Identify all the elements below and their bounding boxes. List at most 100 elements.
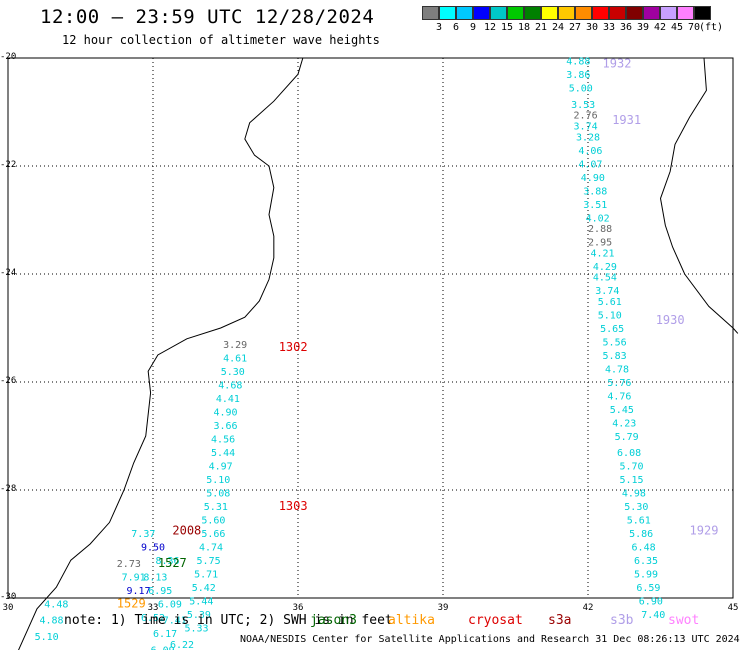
wave-height-label: 6.22 [170, 640, 194, 650]
legend-swatch [507, 6, 524, 20]
wave-height-label: 4.68 [218, 381, 242, 392]
wave-height-label: 4.90 [213, 408, 237, 419]
legend-label: 42 [653, 22, 667, 33]
legend-swatch [643, 6, 660, 20]
legend-swatch [490, 6, 507, 20]
legend-swatch [626, 6, 643, 20]
wave-height-label: 4.06 [578, 146, 602, 157]
legend-label: 30 [585, 22, 599, 33]
wave-height-label: 5.83 [603, 351, 627, 362]
wave-height-label: 8.36 [155, 556, 179, 567]
wave-height-label: 7.40 [641, 610, 665, 621]
wave-height-label: 5.33 [184, 624, 208, 635]
wave-height-label: 5.61 [598, 297, 622, 308]
legend-label: 9 [469, 22, 477, 33]
wave-height-label: 5.39 [187, 610, 211, 621]
coastline-madagascar [659, 57, 739, 334]
legend-swatch [575, 6, 592, 20]
wave-height-label: 4.78 [605, 365, 629, 376]
wave-height-label: 6.35 [634, 556, 658, 567]
wave-height-label: 7.41 [163, 616, 187, 627]
wave-height-label: 5.61 [627, 516, 651, 527]
wave-height-label: 5.44 [189, 597, 213, 608]
lon-tick-label: 30 [2, 603, 14, 613]
pass-time-label: 1931 [612, 113, 641, 127]
wave-height-label: 3.51 [583, 200, 607, 211]
legend-label: 18 [517, 22, 531, 33]
wave-height-label: 3.28 [576, 132, 600, 143]
wave-height-label: 5.30 [221, 367, 245, 378]
pass-time-label: 1303 [279, 499, 308, 513]
legend-swatch [473, 6, 490, 20]
pass-time-label: 1930 [656, 313, 685, 327]
legend-label: 33 [602, 22, 616, 33]
map-subtitle: 12 hour collection of altimeter wave hei… [62, 33, 380, 47]
wave-height-label: 5.45 [610, 405, 634, 416]
pass-time-label: 2008 [172, 524, 201, 538]
wave-height-label: 4.02 [586, 213, 610, 224]
wave-height-label: 5.00 [569, 84, 593, 95]
lon-tick-label: 33 [147, 603, 159, 613]
wave-height-label: 3.74 [574, 122, 598, 133]
legend-swatch [558, 6, 575, 20]
wave-height-label: 6.08 [617, 448, 641, 459]
wave-height-label: 5.42 [192, 583, 216, 594]
wave-height-label: 3.74 [595, 286, 619, 297]
pass-time-label: 1527 [158, 556, 187, 570]
wave-height-label: 4.88 [566, 57, 590, 68]
legend-swatch [609, 6, 626, 20]
wave-height-label: 6.95 [148, 586, 172, 597]
wave-height-label: 3.53 [571, 100, 595, 111]
wave-height-label: 4.76 [607, 392, 631, 403]
legend-label: (ft) [698, 22, 724, 33]
lat-tick-label: -30 [0, 592, 17, 602]
legend-label: 12 [483, 22, 497, 33]
legend-label: 24 [551, 22, 565, 33]
legend-swatch [456, 6, 473, 20]
wave-height-label: 5.44 [211, 448, 235, 459]
lon-tick-label: 42 [582, 603, 594, 613]
lat-tick-label: -26 [0, 376, 17, 386]
wave-height-label: 4.54 [593, 273, 617, 284]
legend-label: 21 [534, 22, 548, 33]
legend-swatch [541, 6, 558, 20]
wave-height-label: 4.61 [223, 354, 247, 365]
pass-time-label: 1929 [690, 524, 719, 538]
wave-height-label: 5.08 [206, 489, 230, 500]
wave-height-label: 5.99 [634, 570, 658, 581]
wave-height-label: 5.66 [201, 529, 225, 540]
lat-tick-label: -28 [0, 484, 17, 494]
wave-height-label: 4.23 [612, 419, 636, 430]
wave-height-label: 4.98 [622, 489, 646, 500]
wave-height-label: 5.75 [197, 556, 221, 567]
legend-swatch [524, 6, 541, 20]
wave-height-label: 4.21 [590, 248, 614, 259]
wave-height-label: 7.37 [131, 529, 155, 540]
footer-credit: NOAA/NESDIS Center for Satellite Applica… [240, 634, 740, 645]
wave-height-label: 5.56 [603, 338, 627, 349]
legend-swatch [439, 6, 456, 20]
satellite-name: s3a [548, 613, 572, 628]
legend-colorbar [422, 6, 711, 20]
wave-height-label: 3.66 [213, 421, 237, 432]
wave-height-label: 3.86 [566, 70, 590, 81]
wave-height-label: 3.29 [223, 340, 247, 351]
wave-height-label: 9.17 [126, 586, 150, 597]
wave-height-label: 5.30 [624, 502, 648, 513]
wave-height-label: 4.41 [216, 394, 240, 405]
legend-label: 3 [435, 22, 443, 33]
legend-swatch [592, 6, 609, 20]
satellite-name: swot [668, 613, 700, 628]
satellite-name: jason3 [310, 613, 357, 628]
wave-height-label: 2.73 [117, 559, 141, 570]
wave-height-label: 5.79 [615, 432, 639, 443]
wave-height-label: 6.90 [639, 597, 663, 608]
legend-label: 6 [452, 22, 460, 33]
wave-height-label: 3.88 [583, 186, 607, 197]
legend-swatch [694, 6, 711, 20]
legend-label: 45 [670, 22, 684, 33]
lat-tick-label: -20 [0, 52, 17, 62]
wave-height-label: 5.71 [194, 570, 218, 581]
wave-height-label: 5.60 [201, 516, 225, 527]
